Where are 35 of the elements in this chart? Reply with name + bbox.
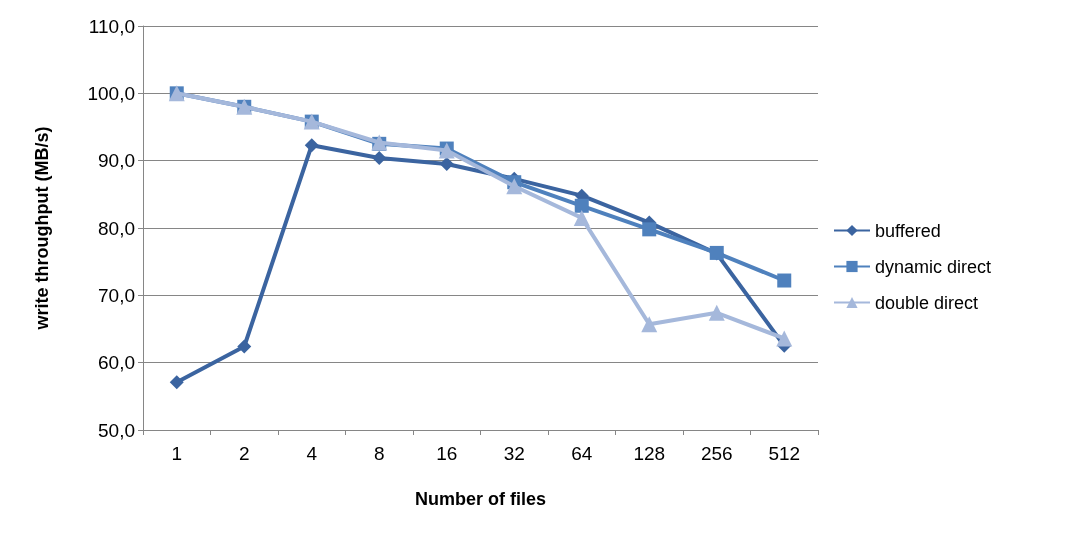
x-tick-label: 2: [238, 443, 250, 464]
y-tick-label: 50,0: [98, 419, 135, 441]
x-tick-label: 8: [373, 443, 385, 464]
point: [304, 138, 319, 153]
y-tick-label: 90,0: [98, 150, 135, 172]
point: [642, 222, 657, 237]
x-tick-label: 64: [571, 443, 593, 464]
y-axis-title: write throughput (MB/s): [32, 126, 52, 331]
point: [776, 330, 793, 347]
x-tick-label: 4: [306, 443, 318, 464]
x-tick-label: 256: [700, 443, 733, 464]
point: [573, 209, 590, 226]
y-tick-label: 100,0: [87, 82, 135, 104]
legend-label: double direct: [875, 292, 979, 313]
y-tick-label: 110,0: [88, 15, 135, 37]
point: [439, 157, 454, 172]
y-tick-label: 60,0: [98, 352, 135, 374]
legend-label: dynamic direct: [875, 256, 992, 277]
x-tick-label: 1: [171, 443, 183, 464]
point: [372, 150, 387, 165]
point: [777, 273, 792, 288]
point: [169, 375, 184, 390]
x-axis-title: Number of files: [414, 489, 547, 509]
point: [641, 316, 658, 333]
point: [574, 198, 589, 213]
point: [506, 178, 523, 195]
y-tick-label: 70,0: [98, 284, 135, 306]
y-tick-label: 80,0: [98, 217, 135, 239]
x-tick-label: 512: [768, 443, 801, 464]
x-tick-label: 128: [633, 443, 666, 464]
x-tick-label: 16: [436, 443, 458, 464]
x-tick-label: 32: [503, 443, 525, 464]
point: [237, 339, 252, 354]
point: [708, 304, 725, 321]
legend-label: buffered: [875, 220, 941, 241]
